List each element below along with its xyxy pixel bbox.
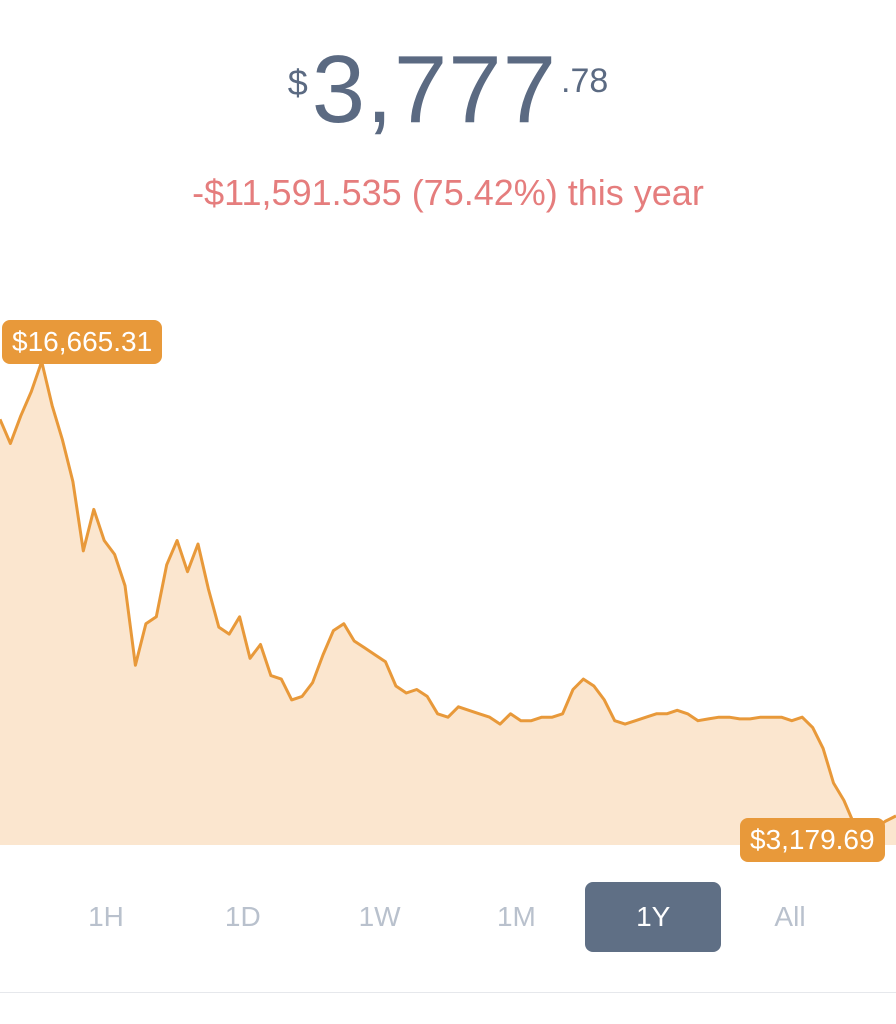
tab-1d[interactable]: 1D	[224, 901, 261, 932]
low-price-label: $3,179.69	[740, 818, 885, 862]
currency-symbol: $	[287, 62, 308, 103]
tab-all[interactable]: All	[774, 901, 806, 932]
tab-1h[interactable]: 1H	[88, 901, 124, 932]
balance-display: $ 3,777 .78	[0, 40, 896, 140]
bottom-divider	[0, 992, 896, 993]
chart-area-fill	[0, 361, 896, 845]
tab-1w[interactable]: 1W	[358, 901, 401, 932]
yearly-change: -$11,591.535 (75.42%) this year	[192, 172, 704, 213]
tab-1m[interactable]: 1M	[496, 901, 536, 932]
high-price-label: $16,665.31	[2, 320, 163, 364]
tab-1y[interactable]: 1Y	[585, 882, 722, 952]
price-chart[interactable]	[0, 300, 896, 845]
balance-main: 3,777	[311, 36, 557, 143]
balance-cents: .78	[561, 62, 609, 100]
timeframe-tabs: 1H 1D 1W 1M 1Y All	[38, 882, 858, 952]
chart-line	[0, 360, 896, 831]
